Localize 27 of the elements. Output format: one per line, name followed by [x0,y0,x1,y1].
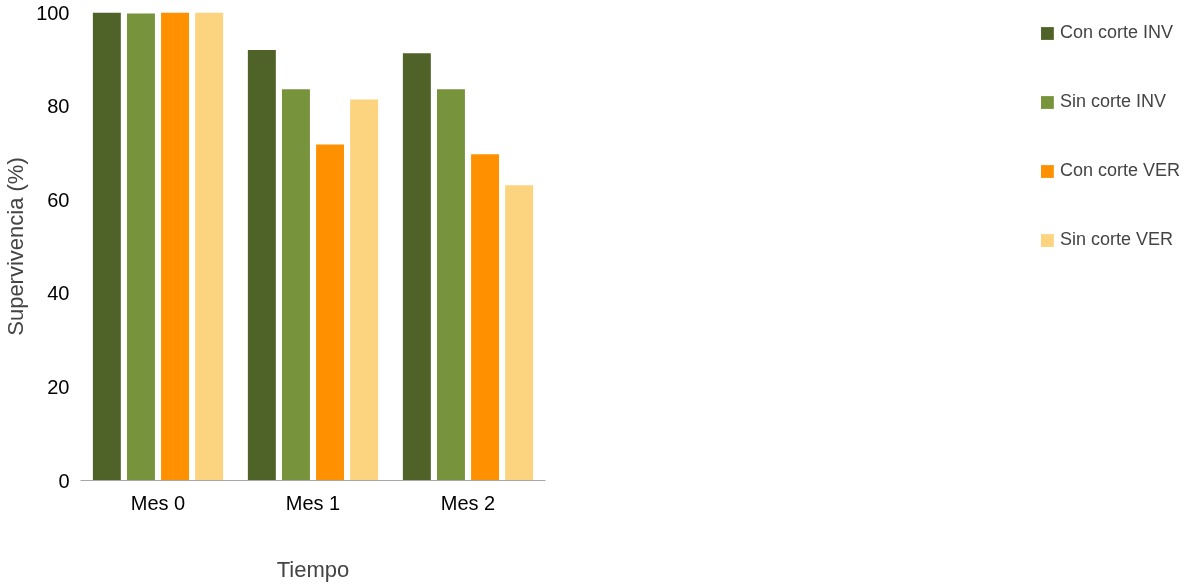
bar [316,144,345,481]
legend-label: Con corte VER [1059,160,1180,181]
bar [126,13,155,481]
bar [247,49,276,481]
bar [471,154,500,481]
y-tick-label: 40 [47,282,70,305]
y-tick-label: 20 [47,375,70,398]
x-tick-label: Mes 0 [130,491,186,514]
x-tick-label: Mes 2 [440,491,496,514]
y-axis-title: Supervivencia (%) [3,157,29,336]
bar [92,12,121,481]
x-axis-title: Tiempo [276,556,350,582]
y-tick-label: 100 [36,1,70,24]
bar [195,12,224,481]
legend-label: Sin corte INV [1059,91,1166,112]
y-tick-label: 80 [47,95,70,118]
bar [350,99,379,481]
legend-label: Con corte INV [1059,22,1173,43]
x-tick-label: Mes 1 [285,491,341,514]
bar [505,185,534,481]
legend-label: Sin corte VER [1059,229,1173,250]
bar [281,89,310,481]
y-tick-label: 0 [58,469,70,492]
bar [161,12,190,481]
y-tick-label: 60 [47,188,70,211]
bar [402,53,431,481]
bar [436,89,465,481]
